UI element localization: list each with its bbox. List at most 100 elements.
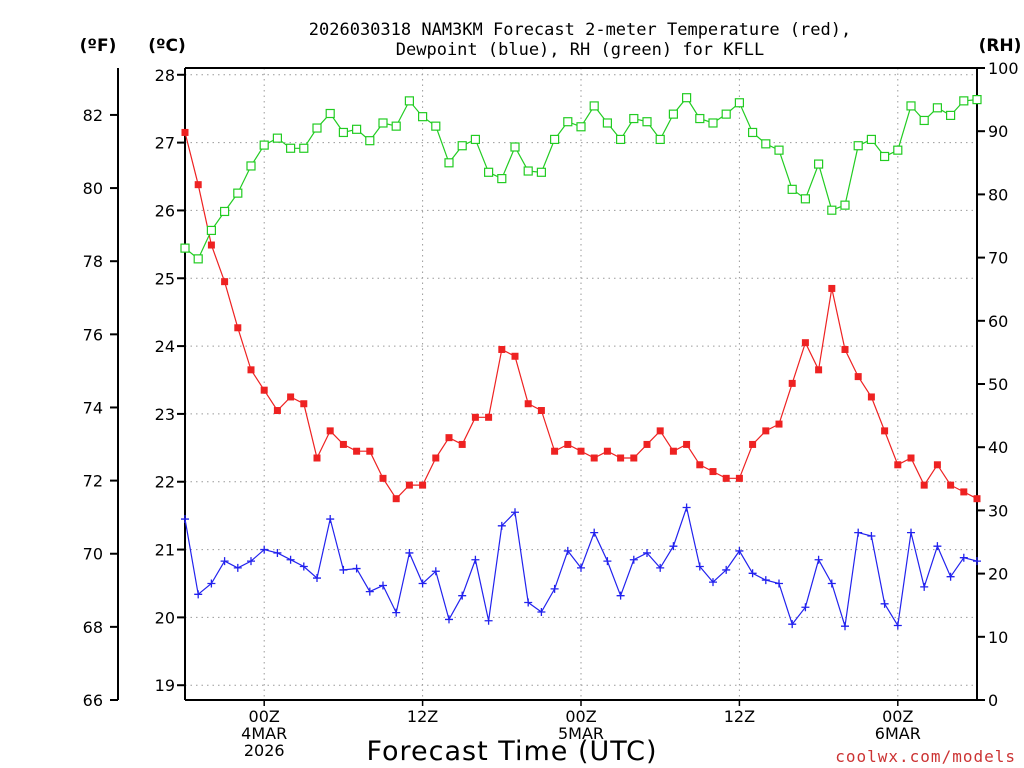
temperature-point — [617, 454, 625, 462]
dewpoint-point — [471, 555, 480, 564]
dewpoint-point — [616, 591, 625, 600]
temperature-point — [207, 241, 215, 249]
dewpoint-point — [841, 622, 849, 631]
temperature-point — [933, 461, 941, 469]
celsius-tick-label: 23 — [155, 405, 175, 424]
temperature-point — [564, 440, 572, 448]
rh-point — [774, 145, 784, 155]
dewpoint-point — [643, 548, 651, 557]
fahrenheit-tick-label: 72 — [83, 472, 103, 491]
rh-point — [932, 103, 943, 113]
x-tick-label: 2026 — [244, 741, 285, 760]
rh-point — [668, 109, 679, 119]
dewpoint-point — [827, 579, 836, 588]
dewpoint-point — [273, 548, 282, 557]
x-tick-label: 00Z — [249, 707, 280, 726]
dewpoint-point — [867, 532, 876, 540]
dewpoint-point — [893, 621, 902, 630]
dewpoint-point — [682, 503, 691, 512]
rh-point — [404, 96, 414, 106]
rh-point — [510, 142, 520, 152]
dewpoint-point — [313, 574, 321, 583]
temperature-point — [775, 420, 783, 428]
dewpoint-point — [933, 542, 942, 551]
dewpoint-point — [946, 572, 955, 581]
data-series — [180, 93, 982, 631]
rh-tick-label: 50 — [988, 375, 1008, 394]
dewpoint-point — [577, 563, 585, 572]
dewpoint-point — [537, 607, 546, 616]
fahrenheit-tick-label: 70 — [83, 545, 103, 564]
rh-point — [813, 159, 824, 169]
temperature-point — [181, 128, 189, 136]
rh-point — [695, 113, 705, 124]
rh-point — [286, 143, 296, 153]
temperature-point — [643, 440, 651, 448]
rh-point — [484, 167, 494, 177]
rh-point — [497, 174, 507, 184]
dewpoint-point — [418, 579, 427, 588]
temperature-point — [221, 278, 229, 286]
rh-point — [800, 194, 811, 204]
x-tick-label: 00Z — [565, 707, 596, 726]
temperature-point — [801, 339, 809, 347]
temperature-point — [511, 352, 519, 360]
rh-point — [747, 127, 758, 138]
fahrenheit-tick-label: 82 — [83, 106, 103, 125]
temperature-point — [551, 447, 559, 455]
temperature-point — [366, 447, 374, 455]
rh-point — [761, 139, 771, 149]
temperature-point — [471, 413, 479, 421]
dewpoint-point — [854, 528, 863, 537]
temperature-point — [973, 495, 981, 503]
dewpoint-point — [233, 563, 242, 572]
fahrenheit-tick-label: 80 — [83, 179, 103, 198]
rh-point — [220, 206, 230, 217]
dewpoint-series — [181, 503, 981, 631]
temperature-point — [485, 413, 493, 421]
rh-point — [563, 117, 573, 127]
rh-point — [906, 101, 916, 111]
temperature-point — [458, 440, 466, 448]
x-tick-label: 12Z — [724, 707, 755, 726]
dewpoint-point — [973, 557, 981, 566]
dewpoint-point — [709, 578, 717, 587]
dewpoint-point — [761, 576, 770, 585]
rh-point — [827, 205, 837, 215]
temperature-point — [300, 400, 308, 408]
temperature-point — [590, 454, 598, 462]
rh-series — [180, 93, 982, 264]
rh-point — [365, 136, 375, 146]
rh-point — [325, 108, 335, 119]
temperature-point — [392, 495, 400, 503]
temperature-point — [867, 393, 875, 401]
rh-point — [444, 158, 454, 168]
rh-point — [523, 166, 533, 176]
rh-point — [681, 93, 692, 103]
dewpoint-point — [431, 567, 440, 576]
temperature-point — [537, 407, 545, 415]
x-tick-label: 4MAR — [241, 724, 287, 743]
temperature-point — [669, 447, 677, 455]
temperature-point — [841, 345, 849, 353]
temperature-point — [854, 373, 862, 381]
rh-point — [787, 184, 797, 194]
rh-point — [642, 117, 652, 127]
dewpoint-point — [735, 546, 744, 555]
temperature-point — [749, 440, 757, 448]
chart-title-line2: Dewpoint (blue), RH (green) for KFLL — [396, 40, 764, 60]
temperature-point — [894, 461, 902, 469]
dewpoint-point — [286, 555, 295, 564]
rh-point — [721, 109, 731, 119]
rh-tick-label: 10 — [988, 628, 1008, 647]
fahrenheit-tick-label: 66 — [83, 691, 103, 710]
dewpoint-point — [814, 555, 823, 564]
2-meter-temperature-series — [181, 128, 981, 503]
rh-point — [708, 118, 718, 128]
dewpoint-point — [260, 545, 269, 554]
temperature-point — [247, 366, 255, 374]
rh-point — [272, 133, 282, 143]
dewpoint-point — [907, 528, 915, 537]
dewpoint-point — [181, 515, 189, 524]
celsius-tick-label: 22 — [155, 473, 175, 492]
